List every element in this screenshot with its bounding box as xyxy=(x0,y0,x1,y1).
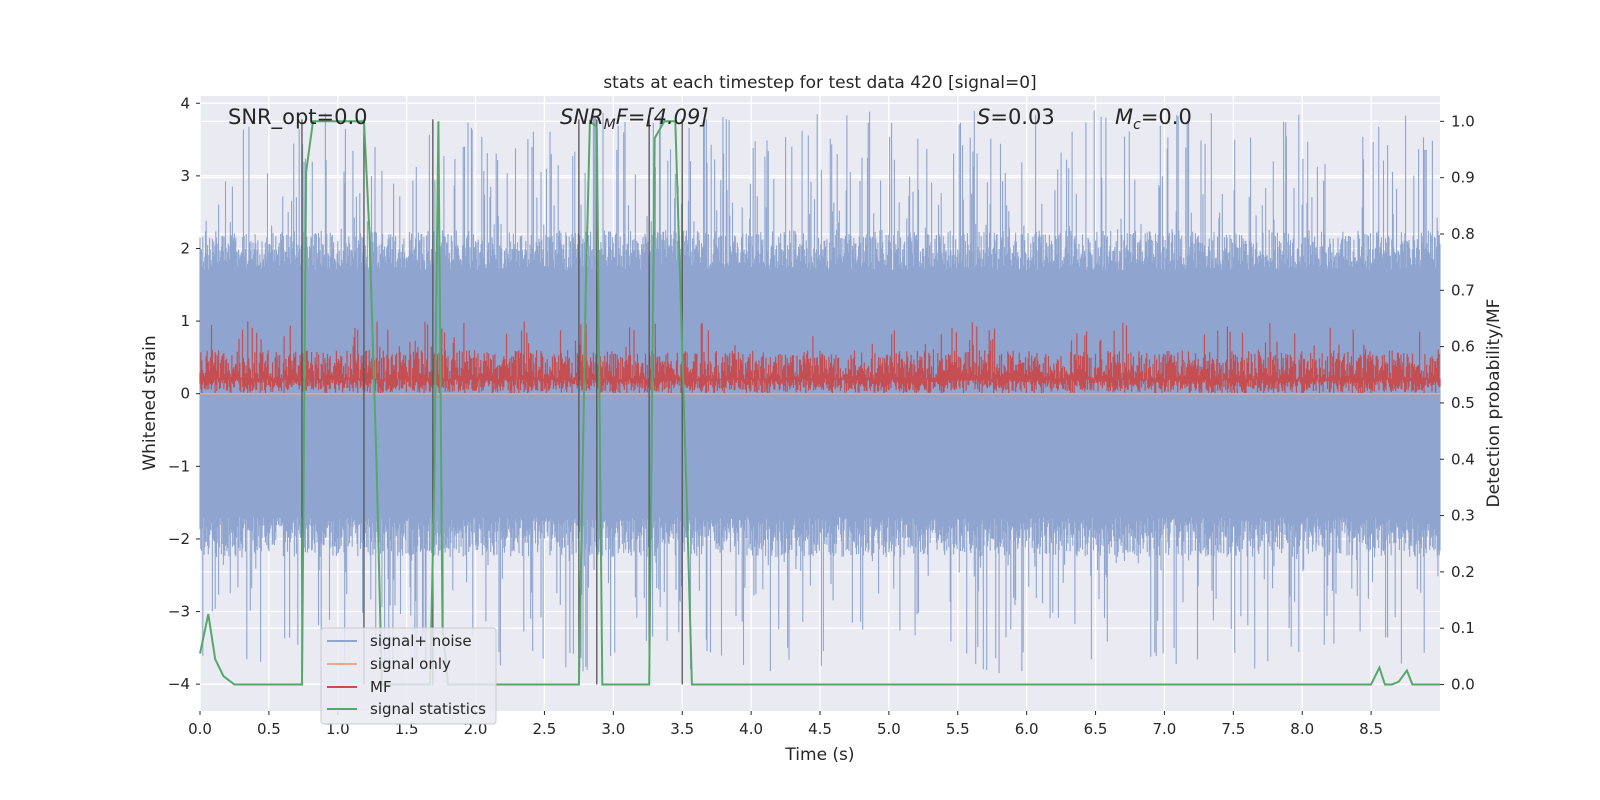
y-left-tick-label-5: 1 xyxy=(180,312,190,330)
x-tick-label-0: 0.0 xyxy=(188,720,212,738)
legend-box xyxy=(320,627,497,725)
s-symbol: S xyxy=(977,105,990,129)
legend-label-signal-statistics: signal statistics xyxy=(370,700,486,718)
annotation-snr-mf: SNRMF=[4.09] xyxy=(560,105,709,133)
signal-statistics-series xyxy=(199,119,1440,686)
x-tick-label-13: 6.5 xyxy=(1084,720,1108,738)
y-left-tick-label-2: −2 xyxy=(168,530,190,548)
x-tick-label-1: 0.5 xyxy=(257,720,281,738)
mc-subscript: c xyxy=(1133,117,1141,133)
y-left-tick-label-7: 3 xyxy=(180,167,190,185)
annotation-s: S=0.03 xyxy=(977,105,1055,129)
snr-mf-subscript: M xyxy=(604,117,616,133)
y-right-tick-label-9: 0.9 xyxy=(1451,169,1475,187)
x-tick-label-5: 2.5 xyxy=(533,720,557,738)
y-right-tick-label-5: 0.5 xyxy=(1451,394,1475,412)
x-axis-label: Time (s) xyxy=(784,745,854,765)
y-right-tick-label-4: 0.4 xyxy=(1451,450,1475,468)
x-tick-label-17: 8.5 xyxy=(1359,720,1383,738)
x-tick-label-8: 4.0 xyxy=(739,720,763,738)
mf-line xyxy=(199,321,1441,394)
y-axis-right-label: Detection probability/MF xyxy=(1484,299,1504,508)
x-tick-label-7: 3.5 xyxy=(670,720,694,738)
mc-rest: =0.0 xyxy=(1141,105,1192,129)
y-right-tick-label-7: 0.7 xyxy=(1451,281,1475,299)
snr-mf-symbol: SNR xyxy=(560,105,604,129)
annotation-mc: Mc=0.0 xyxy=(1115,105,1192,133)
y-right-tick-label-8: 0.8 xyxy=(1451,225,1475,243)
y-left-tick-label-8: 4 xyxy=(180,94,190,112)
x-tick-label-11: 5.5 xyxy=(946,720,970,738)
y-axis-right-ticks: 0.0 0.1 0.2 0.3 0.4 0.5 0.6 0.7 0.8 0.9 1.0 xyxy=(1440,112,1475,694)
y-right-tick-label-2: 0.2 xyxy=(1451,563,1475,581)
x-tick-label-14: 7.0 xyxy=(1153,720,1177,738)
chart-title: stats at each timestep for test data 420… xyxy=(603,73,1036,93)
x-tick-label-10: 5.0 xyxy=(877,720,901,738)
y-right-tick-label-1: 0.1 xyxy=(1451,619,1475,637)
x-tick-label-16: 8.0 xyxy=(1290,720,1314,738)
y-right-tick-label-6: 0.6 xyxy=(1451,338,1475,356)
y-right-tick-label-10: 1.0 xyxy=(1451,112,1475,130)
x-tick-label-15: 7.5 xyxy=(1221,720,1245,738)
y-left-tick-label-6: 2 xyxy=(180,239,190,257)
y-right-tick-label-0: 0.0 xyxy=(1451,676,1475,694)
s-rest: =0.03 xyxy=(990,105,1054,129)
legend: signal+ noise signal only MF signal stat… xyxy=(320,627,497,725)
annotation-snr-opt: SNR_opt=0.0 xyxy=(228,105,368,130)
y-left-tick-label-3: −1 xyxy=(168,457,190,475)
legend-label-signal-only: signal only xyxy=(370,655,451,673)
y-left-tick-label-1: −3 xyxy=(168,603,190,621)
signal-statistics-line xyxy=(199,119,1440,686)
y-axis-left-ticks: −4 −3 −2 −1 0 1 2 3 4 xyxy=(168,94,200,693)
y-left-tick-label-4: 0 xyxy=(180,385,190,403)
mf-series xyxy=(199,321,1441,394)
y-axis-left-label: Whitened strain xyxy=(140,335,160,470)
y-left-tick-label-0: −4 xyxy=(168,675,190,693)
x-tick-label-12: 6.0 xyxy=(1015,720,1039,738)
x-tick-label-6: 3.0 xyxy=(601,720,625,738)
legend-label-mf: MF xyxy=(370,678,392,696)
snr-mf-rest: F=[4.09] xyxy=(616,105,709,129)
x-axis-ticks: 0.0 0.5 1.0 1.5 2.0 2.5 3.0 3.5 4.0 4.5 5.0 5.5 6.0 6… xyxy=(188,711,1383,738)
mc-symbol: M xyxy=(1115,105,1133,129)
y-right-tick-label-3: 0.3 xyxy=(1451,507,1475,525)
legend-label-signal-noise: signal+ noise xyxy=(370,632,472,650)
x-tick-label-9: 4.5 xyxy=(808,720,832,738)
